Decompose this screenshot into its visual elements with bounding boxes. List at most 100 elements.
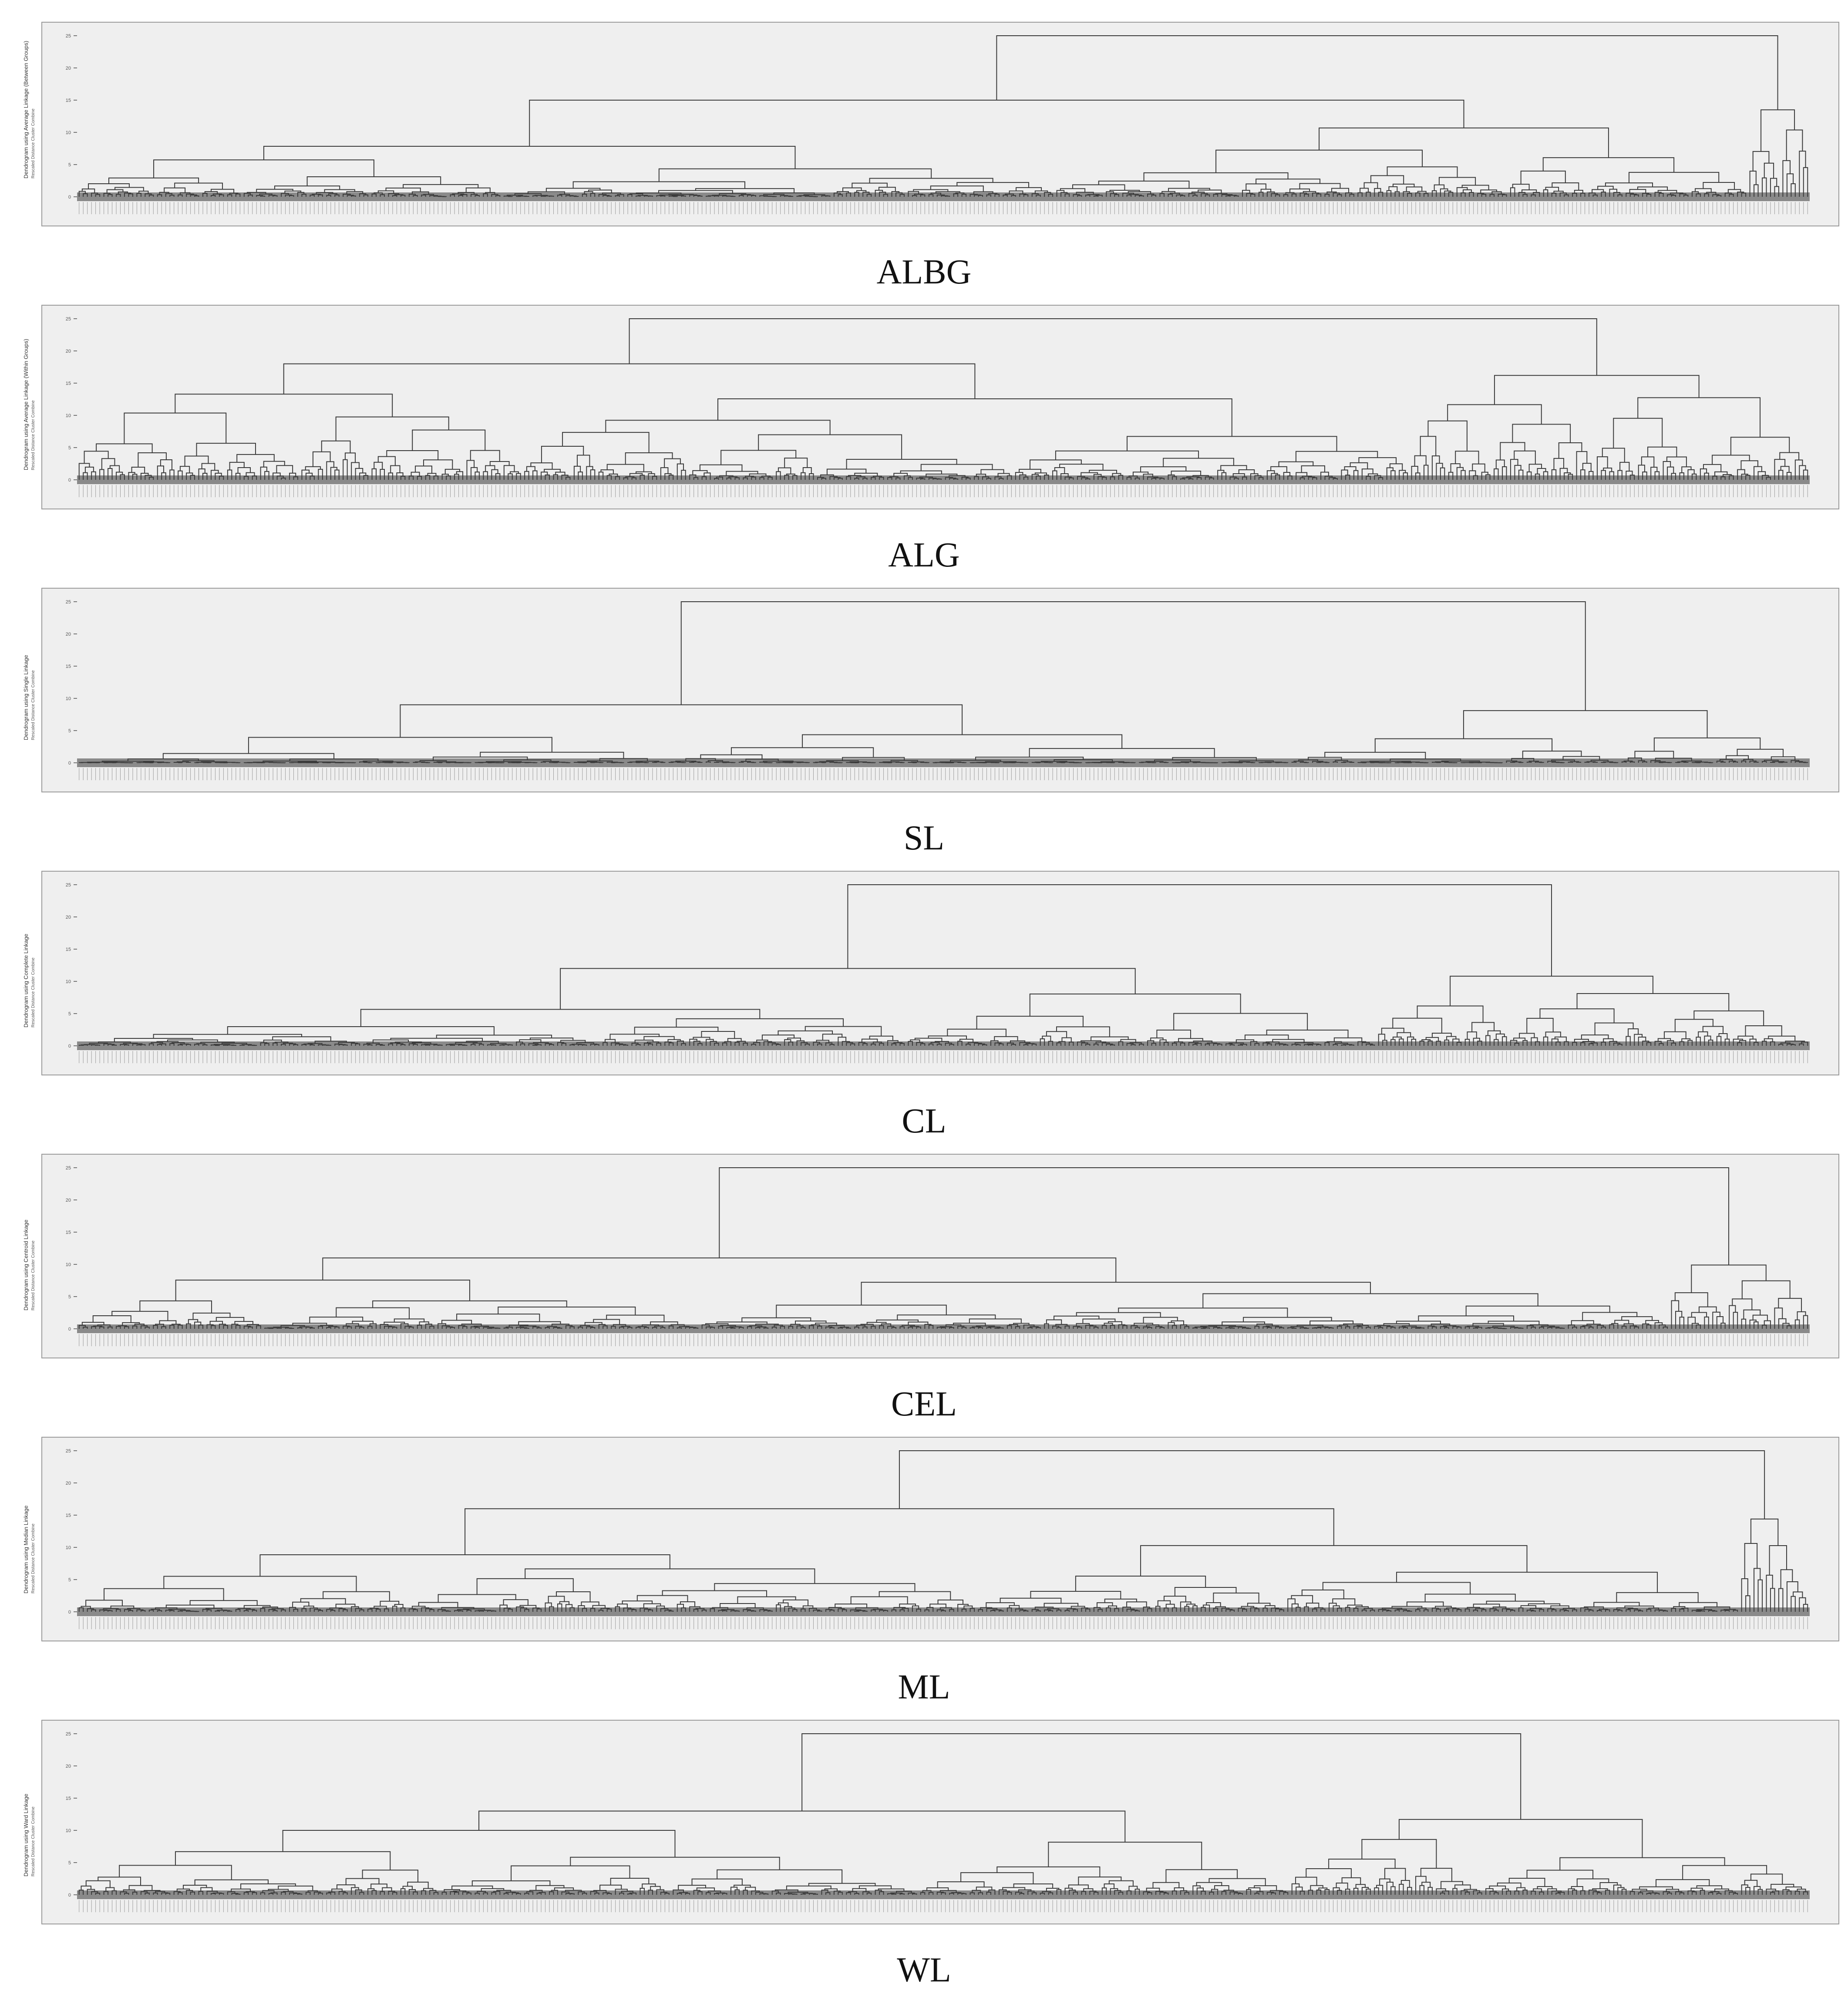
dendrogram-link bbox=[101, 458, 115, 470]
dendrogram-link bbox=[1421, 1039, 1431, 1041]
dendrogram-link bbox=[1729, 194, 1734, 197]
dendrogram-link bbox=[1209, 477, 1214, 480]
dendrogram-link bbox=[825, 1042, 833, 1046]
dendrogram-link bbox=[599, 758, 648, 761]
dendrogram-link bbox=[1757, 471, 1766, 480]
dendrogram-link bbox=[895, 192, 903, 197]
dendrogram-link bbox=[371, 468, 377, 480]
dendrogram-link bbox=[945, 1042, 952, 1046]
dendrogram-link bbox=[1163, 458, 1234, 467]
dendrogram-link bbox=[1803, 469, 1808, 480]
dendrogram-link bbox=[1336, 1326, 1342, 1329]
dendrogram-link bbox=[81, 1322, 104, 1326]
dendrogram-link bbox=[680, 1601, 696, 1607]
dendrogram-link bbox=[893, 1607, 906, 1610]
y-tick-label: 20 bbox=[66, 915, 71, 920]
dendrogram-link bbox=[1159, 1039, 1167, 1046]
dendrogram-link bbox=[1472, 463, 1485, 472]
dendrogram-link bbox=[524, 1609, 529, 1612]
dendrogram-link bbox=[1601, 762, 1606, 763]
dendrogram-link bbox=[1737, 469, 1745, 480]
dendrogram-link bbox=[400, 1044, 406, 1046]
dendrogram-link bbox=[1537, 468, 1546, 474]
dendrogram-link bbox=[498, 1307, 636, 1315]
dendrogram-link bbox=[693, 1037, 710, 1040]
dendrogram-link bbox=[516, 473, 521, 480]
dendrogram-link bbox=[1764, 162, 1774, 179]
dendrogram-link bbox=[1343, 1044, 1353, 1045]
dendrogram-link bbox=[184, 455, 209, 467]
dendrogram-link bbox=[1526, 1325, 1534, 1329]
dendrogram-link bbox=[636, 195, 641, 197]
dendrogram-link bbox=[1316, 1044, 1322, 1046]
dendrogram-link bbox=[1642, 1323, 1649, 1329]
dendrogram-link bbox=[1703, 464, 1722, 472]
dendrogram-link bbox=[400, 704, 963, 738]
dendrogram-link bbox=[433, 761, 441, 763]
leaf-band bbox=[77, 1607, 1810, 1629]
dendrogram-link bbox=[928, 1043, 934, 1046]
dendrogram-link bbox=[916, 1326, 921, 1329]
dendrogram-link bbox=[1319, 127, 1609, 158]
dendrogram-link bbox=[724, 1041, 731, 1046]
dendrogram-link bbox=[846, 476, 851, 480]
dendrogram-link bbox=[519, 1605, 537, 1608]
dendrogram-link bbox=[116, 194, 121, 197]
dendrogram-link bbox=[1786, 173, 1794, 197]
dendrogram-svg-alg: 0 5 10 15 20 25 bbox=[66, 317, 1810, 497]
dendrogram-link bbox=[1335, 1042, 1348, 1045]
dendrogram-link bbox=[950, 760, 1001, 762]
dendrogram-link bbox=[721, 1609, 735, 1611]
dendrogram-link bbox=[559, 1601, 570, 1605]
dendrogram-link bbox=[771, 1327, 777, 1329]
dendrogram-link bbox=[1737, 748, 1784, 757]
dendrogram-link bbox=[1389, 463, 1403, 471]
dendrogram-link bbox=[1175, 762, 1188, 763]
dendrogram-link bbox=[161, 472, 166, 480]
dendrogram-link bbox=[1143, 1326, 1150, 1329]
dendrogram-link bbox=[1589, 1043, 1594, 1046]
dendrogram-link bbox=[1702, 1026, 1723, 1034]
dendrogram-link bbox=[441, 1325, 450, 1329]
dendrogram-link bbox=[949, 475, 966, 478]
dendrogram-link bbox=[312, 194, 321, 195]
dendrogram-link bbox=[660, 467, 669, 480]
y-tick-label: 5 bbox=[68, 1294, 71, 1300]
dendrogram-link bbox=[642, 1324, 660, 1327]
dendrogram-link bbox=[1363, 182, 1378, 189]
dendrogram-link bbox=[1571, 1320, 1594, 1325]
dendrogram-link bbox=[1564, 194, 1569, 197]
dendrogram-link bbox=[314, 1041, 347, 1044]
dendrogram-link bbox=[936, 1044, 942, 1046]
dendrogram-link bbox=[367, 1608, 373, 1612]
dendrogram-link bbox=[1369, 761, 1411, 762]
dendrogram-link bbox=[285, 194, 292, 197]
dendrogram-link bbox=[1242, 190, 1250, 197]
dendrogram-link bbox=[1582, 1041, 1595, 1043]
dendrogram-link bbox=[652, 475, 657, 480]
dendrogram-link bbox=[1749, 1038, 1757, 1046]
dendrogram-link bbox=[1637, 186, 1668, 191]
y-tick-label: 20 bbox=[66, 66, 71, 71]
dendrogram-link bbox=[1392, 1017, 1442, 1033]
dendrogram-link bbox=[1754, 184, 1759, 197]
dendrogram-link bbox=[576, 455, 590, 467]
dendrogram-link bbox=[116, 1326, 121, 1329]
y-tick-label: 5 bbox=[68, 162, 71, 168]
dendrogram-link bbox=[871, 477, 876, 480]
dendrogram-link bbox=[289, 758, 379, 761]
dendrogram-link bbox=[292, 1323, 327, 1326]
dendrogram-link bbox=[689, 194, 697, 197]
dendrogram-link bbox=[1597, 185, 1614, 190]
dendrogram-link bbox=[465, 187, 491, 193]
dendrogram-link bbox=[1324, 475, 1333, 480]
dendrogram-link bbox=[1195, 1327, 1207, 1328]
dendrogram-link bbox=[478, 761, 495, 763]
dendrogram-link bbox=[1749, 1319, 1757, 1329]
dendrogram-link bbox=[186, 1610, 194, 1612]
dendrogram-link bbox=[237, 1608, 251, 1610]
dendrogram-link bbox=[1764, 1038, 1773, 1042]
dendrogram-link bbox=[438, 1594, 516, 1603]
dendrogram-link bbox=[887, 1326, 895, 1329]
dendrogram-link bbox=[826, 760, 859, 762]
